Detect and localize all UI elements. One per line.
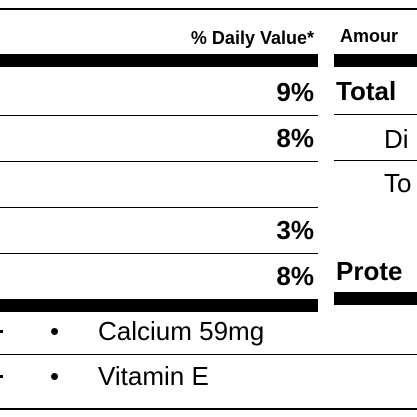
nutrient-label: To: [384, 168, 412, 198]
row-divider: [334, 114, 417, 115]
vitamin-name: Calcium 59mg: [98, 316, 265, 346]
edge-mark: [0, 375, 3, 378]
vitamin-row: • Calcium 59mg: [0, 310, 417, 355]
thick-divider: [0, 299, 318, 312]
daily-value-row: [0, 161, 318, 208]
nutrient-label: Total: [336, 76, 397, 106]
edge-mark: [0, 330, 3, 333]
daily-value-percent: 9%: [276, 77, 314, 107]
vitamin-row: • Vitamin E: [0, 355, 417, 399]
vitamin-name: Vitamin E: [98, 361, 209, 391]
daily-value-row: 8%: [0, 253, 318, 299]
bullet-icon: •: [50, 316, 60, 346]
daily-value-row: 8%: [0, 115, 318, 162]
daily-value-header: % Daily Value*: [190, 28, 314, 48]
amount-header: Amour: [340, 26, 398, 46]
nutrient-label: Prote: [336, 256, 403, 286]
nutrition-facts-panel: % Daily Value* 9% 8% 3% 8% Amour Total D…: [0, 8, 417, 410]
daily-value-row: 9%: [0, 69, 318, 116]
daily-value-percent: 8%: [276, 261, 314, 291]
daily-value-row: 3%: [0, 207, 318, 254]
bullet-icon: •: [50, 361, 60, 391]
daily-value-percent: 3%: [276, 215, 314, 245]
thick-divider: [334, 292, 417, 305]
thick-divider: [0, 54, 318, 67]
thick-divider: [334, 54, 417, 67]
row-divider: [334, 160, 417, 161]
nutrient-label: Di: [384, 124, 409, 154]
daily-value-percent: 8%: [276, 123, 314, 153]
